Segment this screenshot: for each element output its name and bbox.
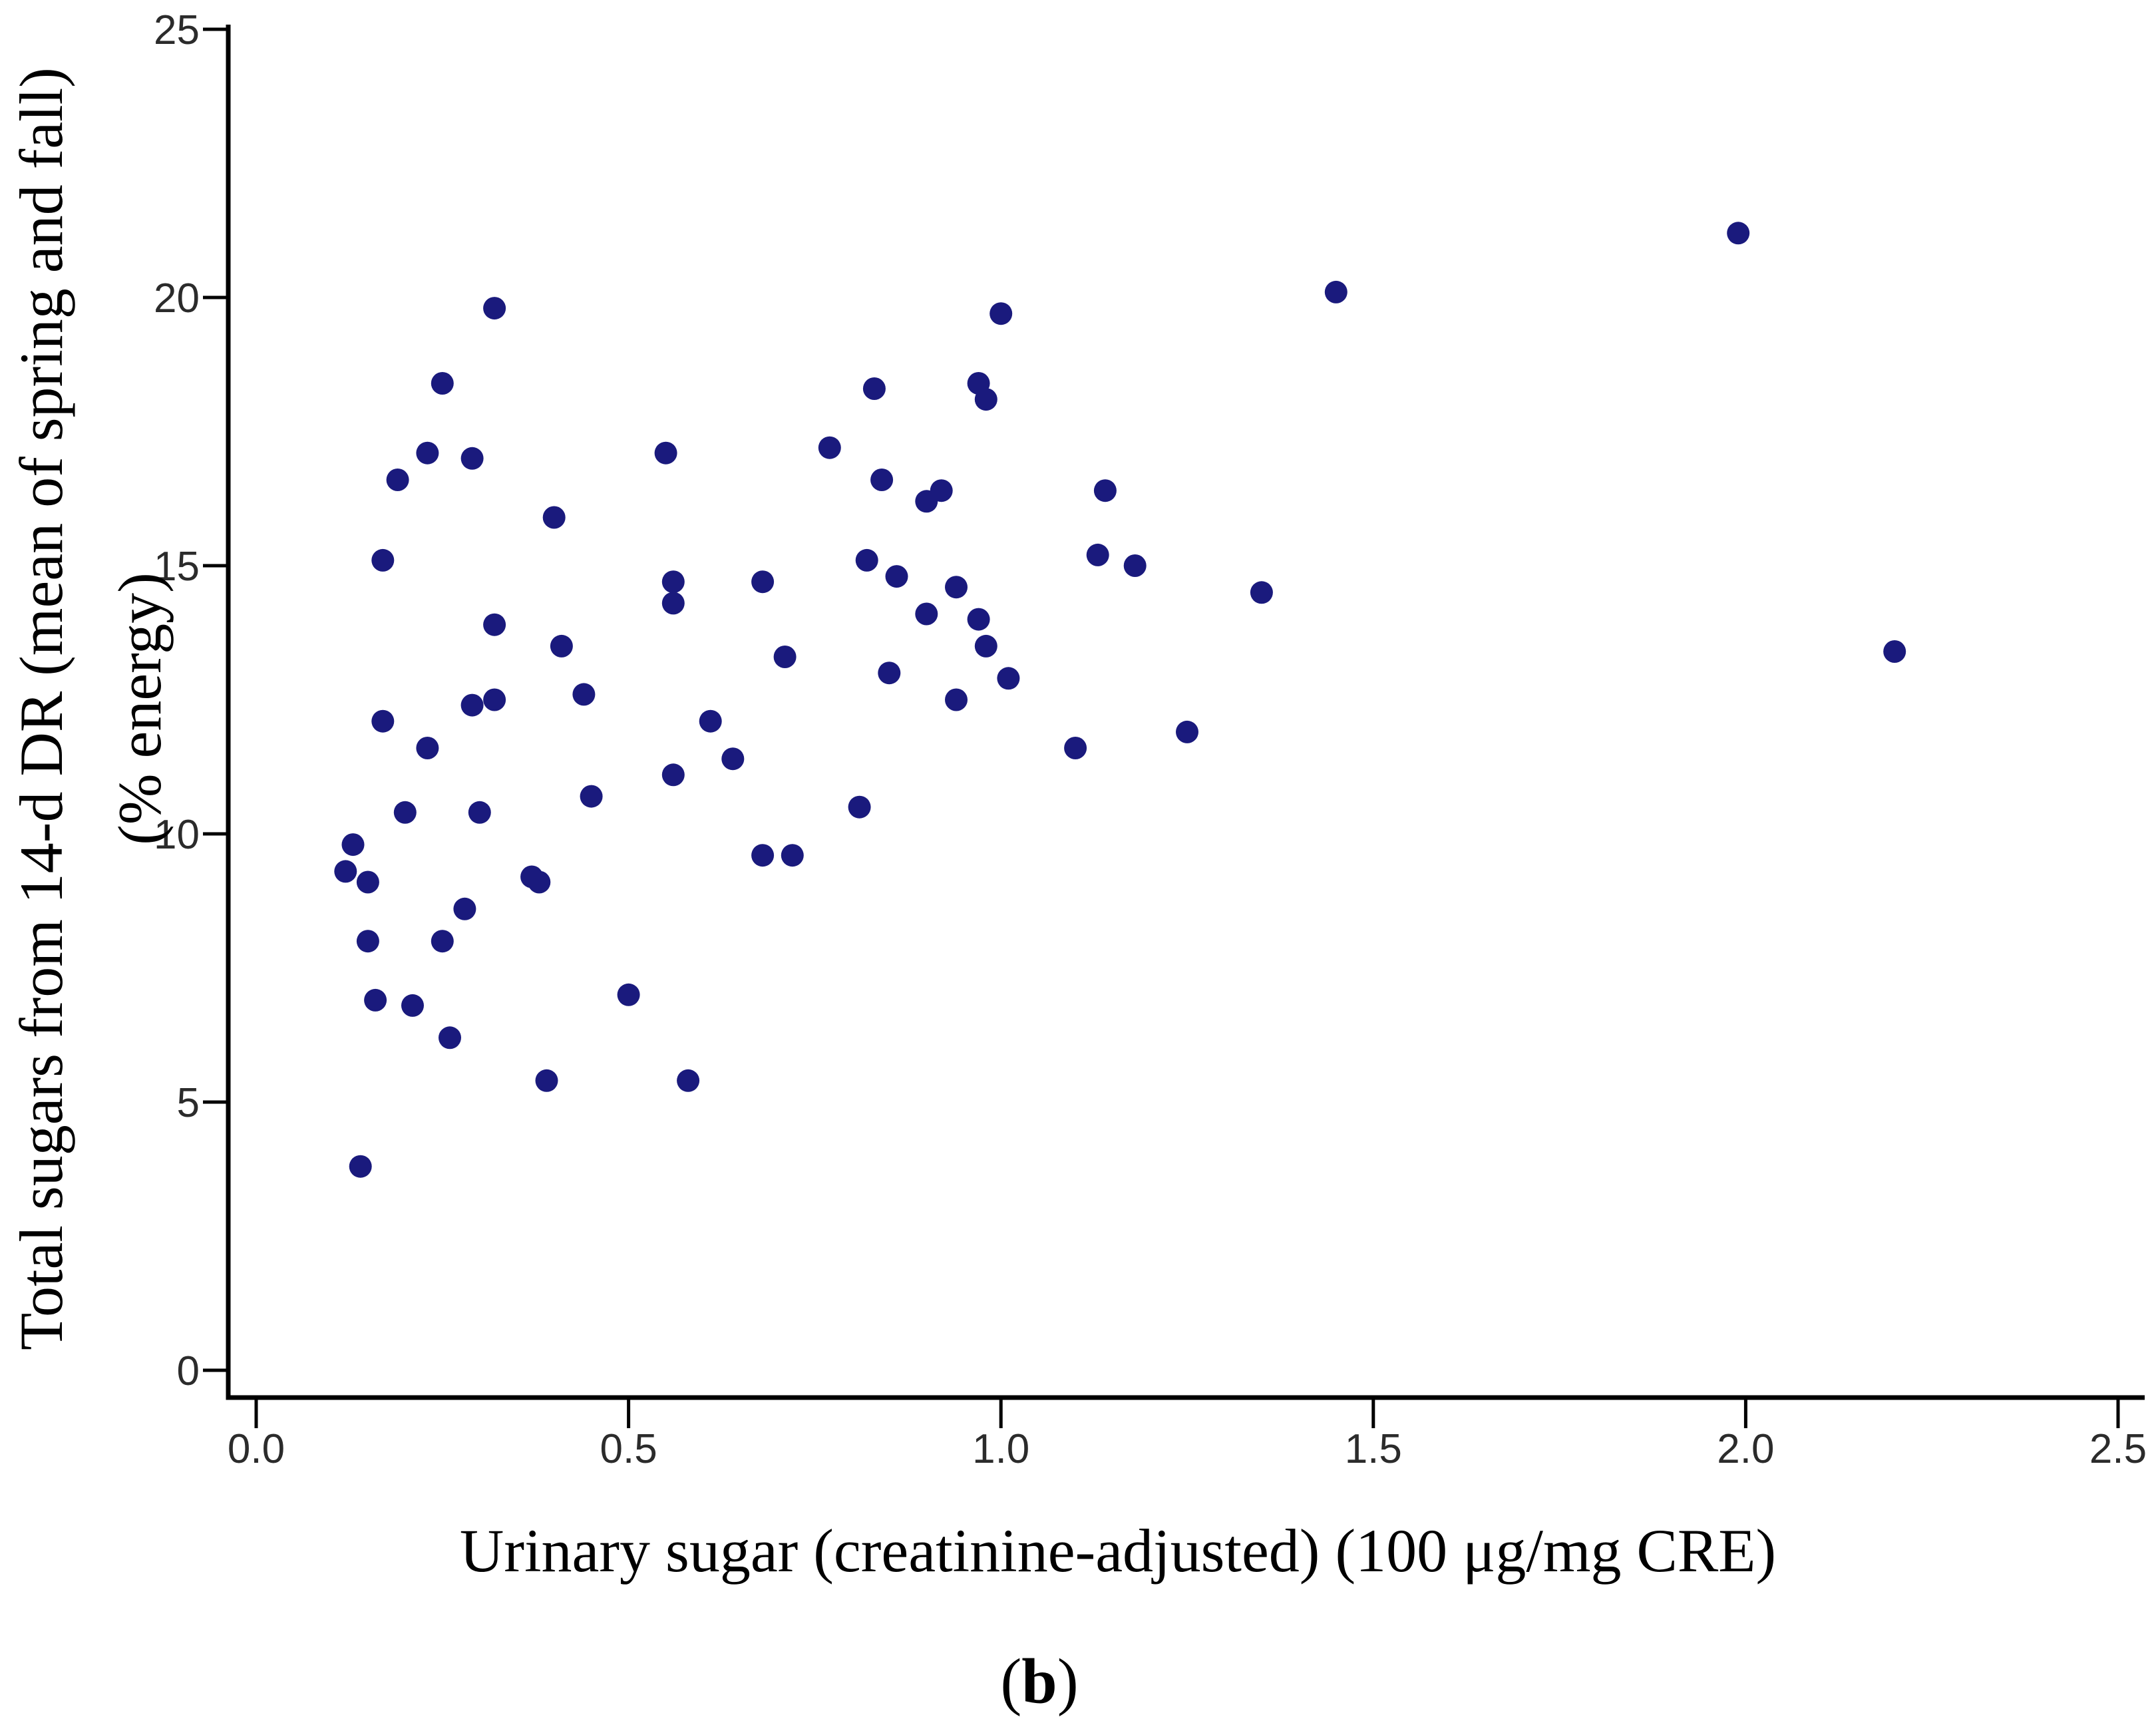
y-tick-label: 5 — [177, 1080, 200, 1126]
data-point — [371, 709, 395, 733]
data-point — [535, 1069, 558, 1092]
x-tick-label: 0.0 — [228, 1426, 285, 1472]
data-point — [341, 833, 365, 857]
data-point — [349, 1155, 372, 1178]
data-point — [356, 930, 379, 953]
data-point — [460, 447, 484, 470]
data-point — [550, 634, 573, 658]
data-point — [371, 548, 395, 572]
data-point — [483, 297, 506, 320]
data-point — [848, 795, 871, 819]
data-point — [1176, 720, 1198, 743]
data-point — [483, 688, 506, 711]
y-axis-title-line1: Total sugars from 14-d DR (mean of sprin… — [7, 67, 75, 1350]
data-point — [855, 548, 878, 572]
data-point — [862, 377, 886, 400]
figure-caption: (b) — [1000, 1644, 1078, 1717]
data-point — [818, 436, 841, 459]
data-point — [580, 785, 603, 808]
data-point — [721, 747, 745, 771]
data-point — [781, 844, 804, 867]
data-point — [915, 602, 938, 626]
x-tick-label: 1.0 — [972, 1426, 1029, 1472]
data-point — [416, 441, 439, 465]
data-point — [661, 763, 685, 787]
caption-letter: b — [1021, 1645, 1057, 1717]
data-point — [393, 801, 417, 824]
y-tick-label: 0 — [177, 1348, 200, 1394]
x-tick-label: 2.0 — [1717, 1426, 1774, 1472]
data-point — [386, 469, 409, 491]
data-point — [677, 1069, 700, 1092]
data-point — [878, 662, 901, 685]
y-tick-label: 15 — [154, 544, 200, 590]
data-point — [431, 372, 454, 395]
data-point — [542, 506, 566, 529]
data-point — [974, 388, 997, 411]
data-point — [930, 479, 953, 502]
x-axis-title: Urinary sugar (creatinine-adjusted) (100… — [459, 1517, 1777, 1585]
y-tick-label: 20 — [154, 276, 200, 321]
x-tick-label: 0.5 — [600, 1426, 657, 1472]
data-point — [453, 897, 476, 920]
data-point — [945, 576, 968, 599]
data-point — [1324, 280, 1348, 303]
data-point — [356, 870, 379, 894]
data-point — [460, 693, 484, 717]
data-point — [997, 667, 1020, 690]
data-point — [416, 737, 439, 759]
data-point — [870, 469, 894, 491]
data-point — [364, 988, 387, 1012]
data-point — [945, 688, 968, 711]
data-point — [401, 994, 424, 1017]
data-point — [974, 634, 997, 658]
data-point — [431, 930, 454, 953]
data-point — [483, 613, 506, 636]
data-point — [617, 983, 640, 1006]
data-point — [1093, 479, 1117, 502]
caption-paren-open: ( — [1000, 1645, 1022, 1717]
data-point — [751, 844, 775, 867]
caption-paren-close: ) — [1057, 1645, 1079, 1717]
data-point — [1727, 222, 1750, 245]
data-point — [654, 441, 677, 465]
data-point — [1086, 543, 1109, 566]
data-point — [661, 592, 685, 615]
data-point — [1064, 737, 1087, 759]
data-point — [439, 1026, 461, 1049]
data-point — [967, 608, 990, 631]
data-point — [661, 570, 685, 594]
data-point — [1250, 581, 1273, 604]
data-point — [528, 870, 551, 894]
y-axis-title-line2: (% energy) — [106, 572, 174, 845]
data-point — [572, 683, 596, 706]
data-point — [699, 709, 722, 733]
data-point — [1883, 640, 1906, 663]
x-tick-label: 1.5 — [1345, 1426, 1402, 1472]
data-point — [773, 646, 797, 668]
data-point — [334, 860, 357, 883]
data-point — [885, 565, 908, 588]
data-point — [468, 801, 491, 824]
y-tick-label: 10 — [154, 812, 200, 858]
data-point — [1123, 554, 1147, 577]
y-tick-label: 25 — [154, 7, 200, 53]
data-point — [989, 302, 1013, 325]
x-tick-label: 2.5 — [2089, 1426, 2147, 1472]
data-point — [751, 570, 775, 594]
